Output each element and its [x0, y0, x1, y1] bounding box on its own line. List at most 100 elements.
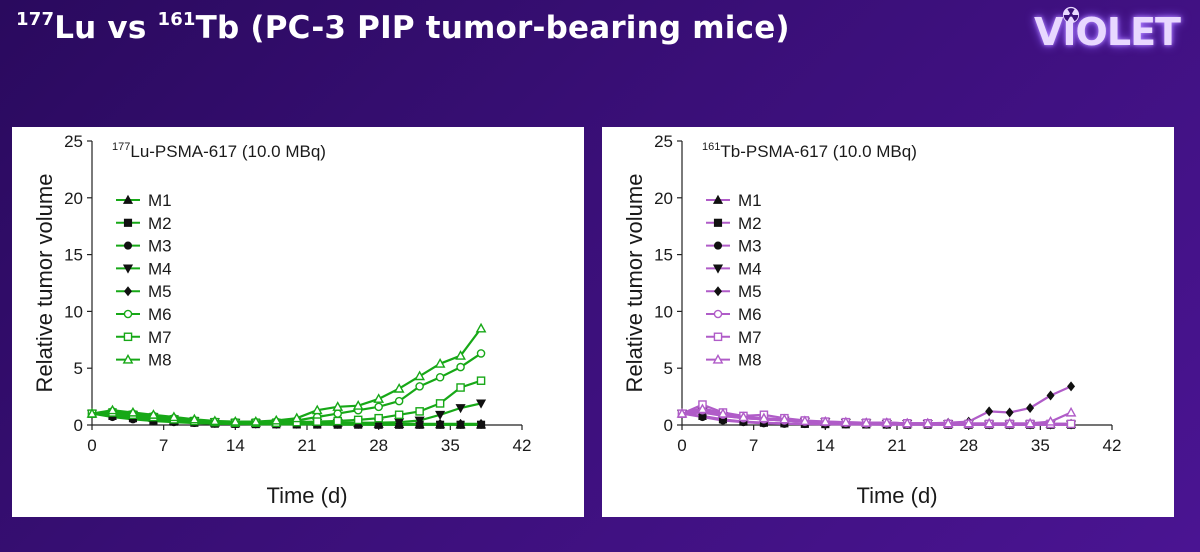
data-point — [676, 407, 688, 418]
y-axis-label: Relative tumor volume — [622, 174, 647, 393]
data-point — [456, 383, 465, 392]
legend-item: M8 — [116, 351, 172, 370]
legend-label: M1 — [738, 191, 762, 210]
data-point — [476, 376, 486, 385]
legend-marker — [122, 194, 134, 204]
data-point — [291, 412, 303, 423]
legend-marker — [712, 353, 724, 364]
data-point — [435, 373, 445, 382]
chart-lu177: 0 5 10 15 20 25 0 7 14 21 28 35 42 Time (d) Relative t… — [32, 132, 532, 508]
legend-item: M1 — [706, 191, 762, 210]
x-tick-label: 35 — [1031, 436, 1050, 455]
data-point — [475, 322, 487, 333]
data-point — [250, 415, 262, 426]
legend-item: M5 — [706, 282, 762, 301]
data-point — [983, 417, 995, 428]
legend-marker — [713, 332, 723, 342]
title-isotope2-mass: 161 — [157, 8, 196, 30]
x-tick-label: 35 — [441, 436, 460, 455]
legend-label: M7 — [148, 328, 172, 347]
legend-marker — [123, 309, 133, 319]
y-tick-label: 0 — [664, 416, 673, 435]
legend-marker — [123, 218, 133, 227]
data-point — [374, 413, 383, 423]
data-point — [942, 417, 954, 428]
y-tick-label: 25 — [654, 132, 673, 151]
legend-label: M5 — [738, 282, 762, 301]
axes: 0 5 10 15 20 25 0 7 14 21 28 35 42 — [654, 132, 1121, 455]
data-point — [393, 383, 405, 393]
legend-marker — [713, 218, 723, 227]
data-point — [1026, 402, 1035, 413]
data-point — [270, 414, 282, 425]
data-point — [352, 400, 364, 410]
series-m8 — [676, 403, 1077, 428]
data-point — [738, 411, 749, 422]
data-point — [435, 410, 446, 421]
legend-item: M8 — [706, 351, 762, 370]
data-point — [333, 409, 342, 418]
legend-label: M8 — [148, 351, 172, 370]
x-tick-label: 42 — [513, 436, 532, 455]
x-tick-label: 0 — [87, 436, 96, 455]
legend-marker — [123, 241, 133, 250]
y-tick-label: 15 — [654, 246, 673, 265]
legend-label: M3 — [148, 237, 172, 256]
data-point — [456, 418, 465, 429]
data-point — [86, 407, 98, 418]
data-point — [1067, 381, 1076, 392]
data-point — [477, 418, 486, 429]
legend-label: M5 — [148, 282, 172, 301]
x-tick-label: 28 — [959, 436, 978, 455]
chart-tb161: 0 5 10 15 20 25 0 7 14 21 28 35 42 Time (d) Relative t… — [622, 132, 1121, 508]
x-tick-label: 42 — [1103, 436, 1122, 455]
x-axis-label: Time (d) — [856, 483, 937, 508]
y-tick-label: 10 — [654, 302, 673, 321]
legend-label: M7 — [738, 328, 762, 347]
data-point — [188, 413, 200, 424]
data-point — [436, 418, 445, 429]
legend-item: M5 — [116, 282, 172, 301]
legend-marker — [122, 353, 134, 364]
data-point — [434, 358, 446, 368]
series-m8 — [86, 322, 487, 426]
data-point — [1065, 406, 1077, 417]
data-point — [148, 409, 159, 419]
legend-item: M3 — [116, 237, 172, 256]
annotation-mass: 161 — [702, 141, 720, 153]
x-tick-label: 7 — [159, 436, 168, 455]
data-point — [1046, 390, 1055, 401]
annotation-text: Lu-PSMA-617 (10.0 MBq) — [130, 142, 326, 161]
legend-marker — [123, 332, 133, 342]
legend-marker — [123, 286, 133, 297]
data-point — [840, 416, 852, 427]
x-tick-label: 14 — [226, 436, 245, 455]
legend-label: M2 — [148, 214, 172, 233]
x-axis-label: Time (d) — [266, 483, 347, 508]
chart-panel-tb161: 0 5 10 15 20 25 0 7 14 21 28 35 42 Time (d) Relative t… — [602, 127, 1174, 517]
y-tick-label: 20 — [654, 189, 673, 208]
chart-annotation: 177Lu-PSMA-617 (10.0 MBq) — [112, 141, 326, 161]
legend-label: M6 — [738, 305, 762, 324]
legend: M1 M2 M3 M4 M5 M6 M7 M8 — [116, 191, 172, 370]
data-point — [963, 417, 975, 428]
data-point — [311, 404, 323, 415]
logo-text: VIOLET — [1034, 10, 1181, 54]
data-point — [333, 416, 342, 426]
data-point — [1024, 417, 1036, 428]
y-tick-label: 5 — [664, 359, 673, 378]
data-point — [1004, 417, 1016, 428]
y-tick-label: 20 — [64, 189, 83, 208]
chart-annotation: 161Tb-PSMA-617 (10.0 MBq) — [702, 141, 917, 161]
data-point — [819, 415, 831, 426]
data-point — [435, 399, 445, 408]
data-point — [414, 370, 426, 381]
title-isotope1-mass: 177 — [16, 8, 55, 30]
data-point — [168, 411, 180, 422]
legend-label: M4 — [148, 259, 172, 278]
legend-item: M7 — [116, 328, 172, 347]
violet-logo: VIOLET — [1030, 6, 1181, 58]
chart-panel-lu177: 0 5 10 15 20 25 0 7 14 21 28 35 42 Time (d) Relative t… — [12, 127, 584, 517]
data-point — [778, 413, 790, 424]
legend: M1 M2 M3 M4 M5 M6 M7 M8 — [706, 191, 762, 370]
